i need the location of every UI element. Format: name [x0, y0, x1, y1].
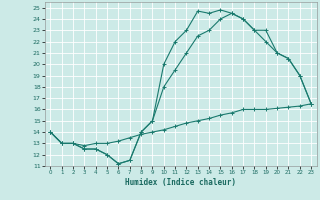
X-axis label: Humidex (Indice chaleur): Humidex (Indice chaleur): [125, 178, 236, 187]
